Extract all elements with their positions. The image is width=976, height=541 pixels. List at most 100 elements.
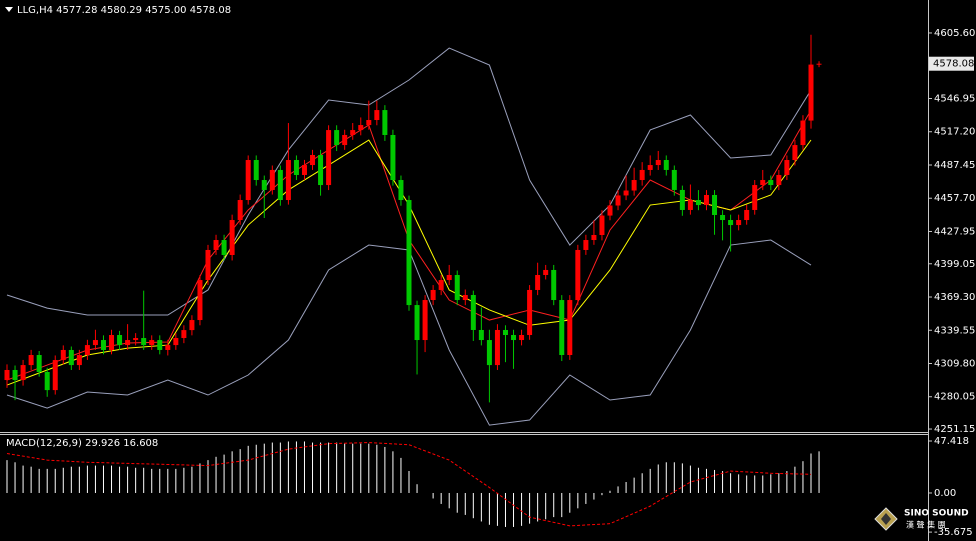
- candle-body: [92, 340, 98, 346]
- candle-body: [350, 130, 356, 135]
- candle-body: [406, 200, 412, 306]
- candle-body: [189, 320, 195, 331]
- y-tick-label: 4427.95: [934, 226, 975, 237]
- candle-body: [784, 160, 790, 175]
- candle-body: [720, 214, 726, 221]
- candle-body: [623, 190, 629, 196]
- menu-icon: [5, 7, 13, 12]
- candle-body: [60, 349, 66, 361]
- candle-body: [575, 249, 581, 301]
- candle-body: [100, 340, 106, 350]
- candle-body: [398, 180, 404, 201]
- y-tick-label: 4457.70: [934, 193, 975, 204]
- candle-body: [527, 289, 533, 336]
- candle-body: [253, 160, 259, 181]
- logo-icon: [881, 513, 891, 525]
- candle-body: [229, 220, 235, 255]
- y-tick-label: 4517.20: [934, 127, 975, 138]
- candle-body: [141, 338, 147, 346]
- candle-body: [591, 234, 597, 241]
- candle-body: [213, 240, 219, 250]
- candle-body: [760, 180, 766, 186]
- candle-body: [671, 169, 677, 190]
- candle-body: [181, 330, 187, 339]
- candle-body: [117, 335, 123, 346]
- candle-body: [390, 134, 396, 181]
- candle-body: [486, 340, 492, 366]
- candle-body: [663, 160, 669, 170]
- candle-body: [76, 355, 82, 366]
- candle-body: [567, 300, 573, 356]
- y-tick-label: 4309.80: [934, 359, 975, 370]
- candle-body: [205, 249, 211, 281]
- candle-body: [752, 185, 758, 210]
- overlay-line: [6, 47, 812, 316]
- y-tick-label: 4339.55: [934, 325, 975, 336]
- candle-body: [502, 329, 508, 336]
- candle-body: [245, 160, 251, 201]
- candle-body: [68, 349, 74, 366]
- candle-body: [84, 345, 90, 356]
- candle-body: [318, 154, 324, 186]
- candle-body: [285, 160, 291, 201]
- candle-body: [647, 165, 653, 170]
- y-tick-label: 47.418: [934, 436, 969, 447]
- candle-body: [358, 125, 364, 131]
- candle-body: [221, 240, 227, 255]
- candle-body: [12, 369, 18, 381]
- y-tick-label: 4399.05: [934, 259, 975, 270]
- candle-body: [414, 305, 420, 341]
- y-tick-label: 4280.05: [934, 392, 975, 403]
- logo-name: SINO SOUND: [904, 509, 969, 519]
- candle-body: [157, 340, 163, 350]
- candle-body: [631, 180, 637, 191]
- y-tick-label: 4369.30: [934, 292, 975, 303]
- candle-body: [800, 120, 806, 146]
- candle-body: [808, 64, 814, 121]
- candle-body: [551, 269, 557, 301]
- candle-body: [446, 275, 452, 281]
- chart-title: LLG,H4 4577.28 4580.29 4575.00 4578.08: [17, 5, 231, 16]
- logo: SINO SOUND 漢 聲 集 團: [874, 507, 969, 531]
- candle-body: [703, 194, 709, 206]
- candle-body: [44, 371, 50, 391]
- candle-body: [277, 169, 283, 201]
- candle-body: [776, 174, 782, 186]
- candle-body: [454, 275, 460, 301]
- candle-body: [4, 369, 10, 381]
- candle-body: [792, 145, 798, 161]
- candle-body: [173, 338, 179, 346]
- candle-body: [125, 340, 131, 346]
- price-tag-label: 4578.08: [933, 59, 974, 70]
- candle-body: [470, 295, 476, 330]
- candle-body: [374, 110, 380, 121]
- candle-body: [237, 200, 243, 221]
- logo-subtitle: 漢 聲 集 團: [906, 520, 946, 530]
- candle-body: [607, 205, 613, 216]
- candle-body: [535, 275, 541, 290]
- y-tick-label: 4487.45: [934, 160, 975, 171]
- candle-body: [816, 63, 822, 65]
- indicator-title: MACD(12,26,9) 29.926 16.608: [6, 438, 158, 449]
- candle-body: [615, 195, 621, 206]
- candle-body: [269, 169, 275, 190]
- y-tick-label: 4251.15: [934, 424, 975, 435]
- candle-body: [768, 180, 774, 186]
- candle-body: [293, 160, 299, 175]
- candle-body: [695, 200, 701, 206]
- candle-body: [687, 200, 693, 210]
- candle-body: [430, 289, 436, 301]
- candle-body: [261, 180, 267, 190]
- candle-body: [639, 169, 645, 181]
- price-tag: [929, 56, 974, 71]
- candle-body: [519, 335, 525, 341]
- candle-body: [736, 220, 742, 226]
- candle-body: [301, 165, 307, 175]
- candle-body: [342, 134, 348, 146]
- candle-body: [382, 110, 388, 135]
- candle-body: [133, 338, 139, 341]
- candle-body: [28, 355, 34, 366]
- candle-body: [109, 335, 115, 350]
